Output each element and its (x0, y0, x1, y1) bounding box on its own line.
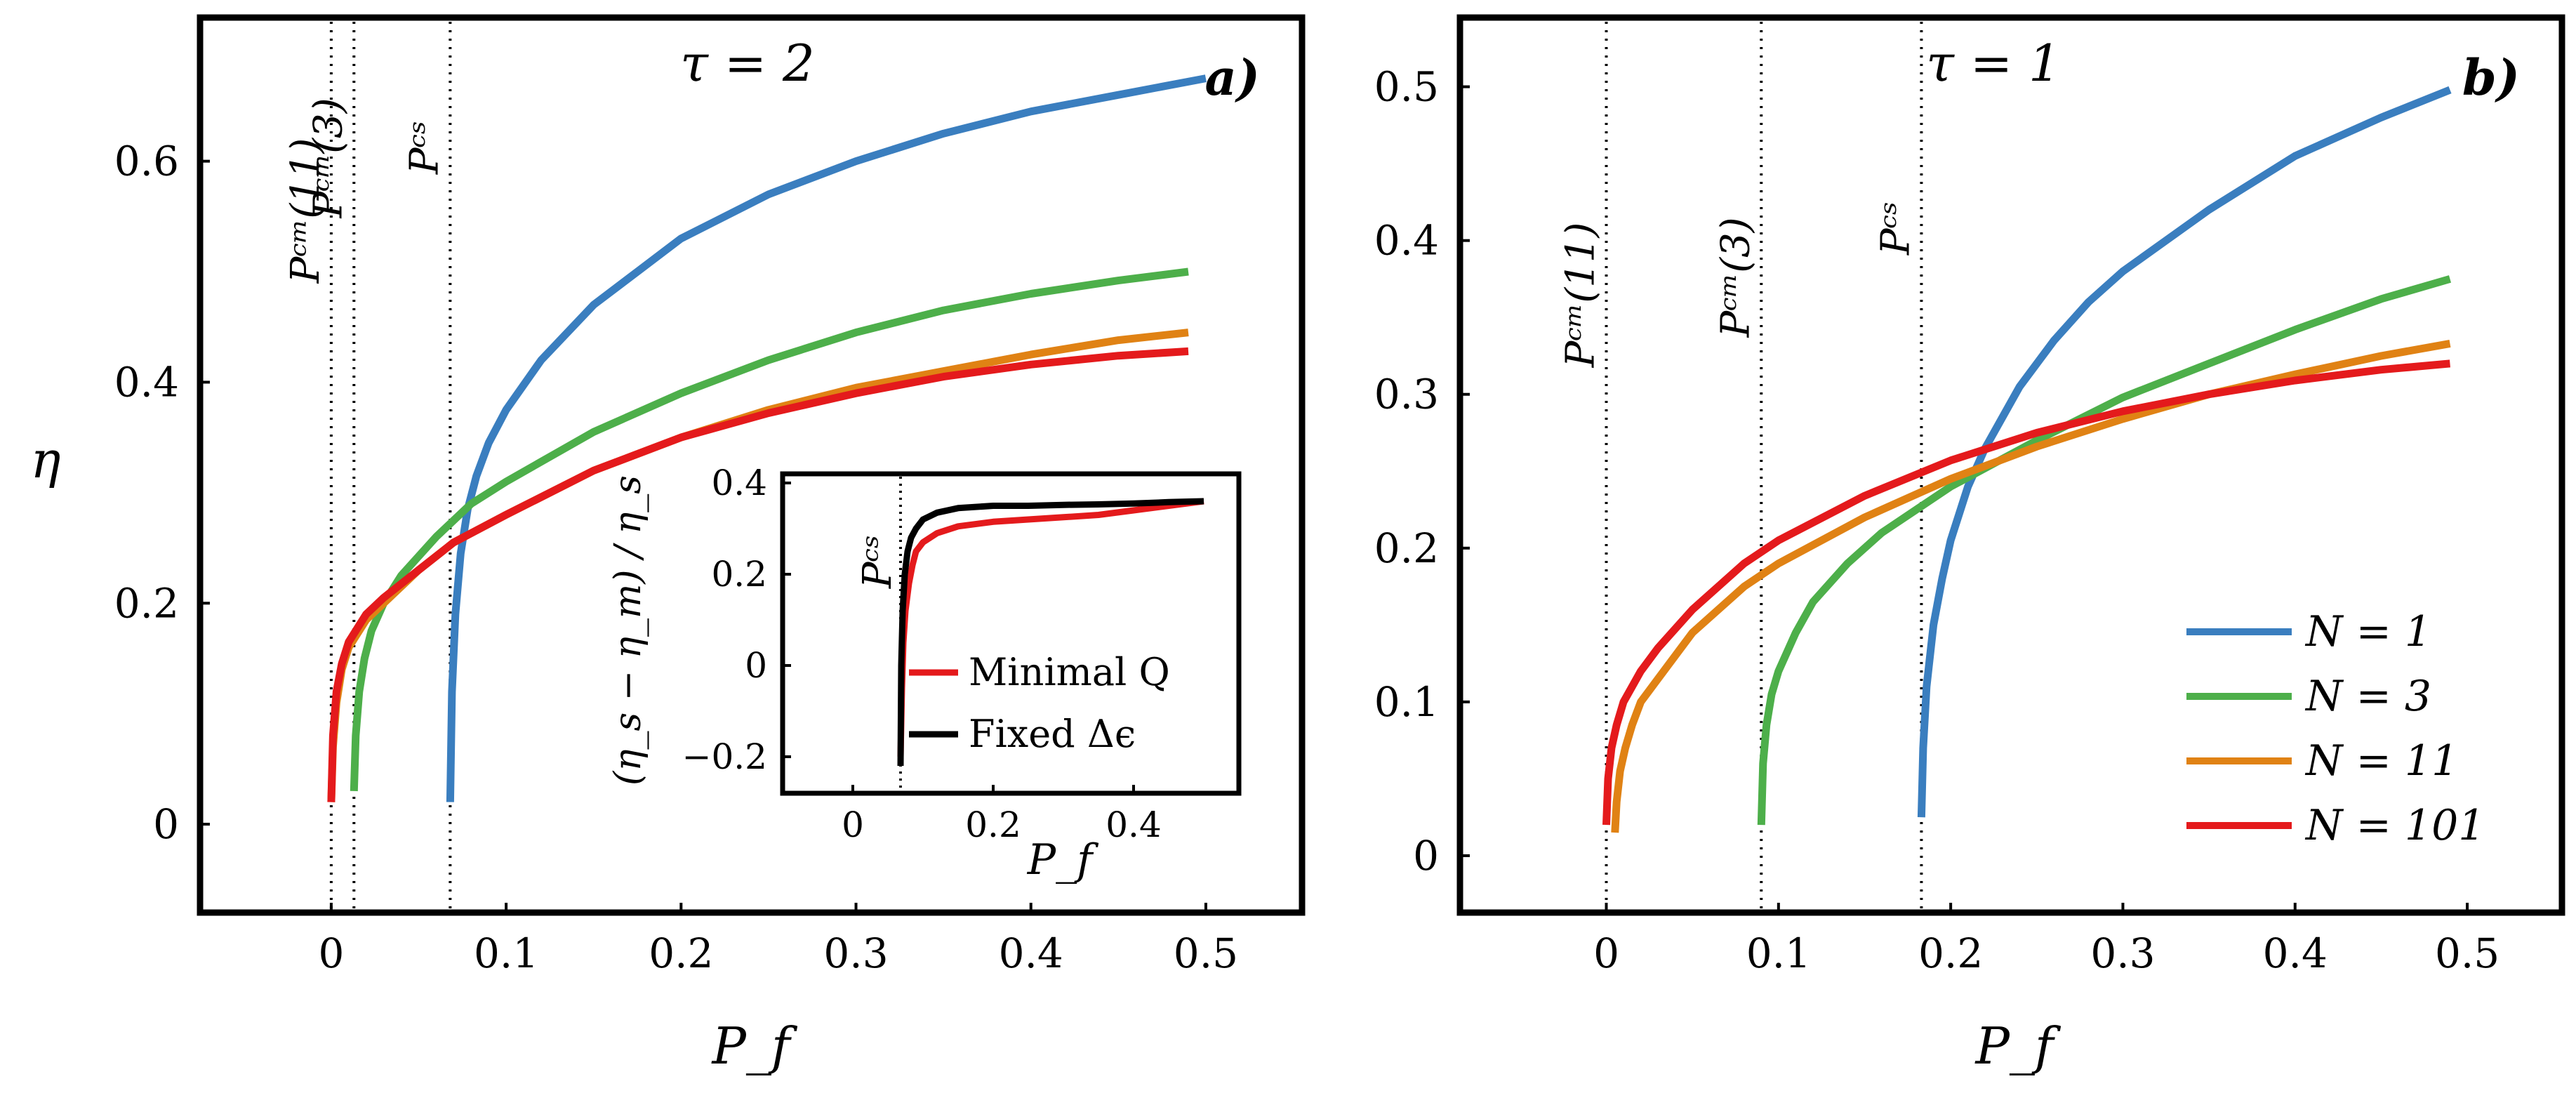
b-xtick-label-4: 0.4 (2263, 929, 2328, 977)
b-series-n-3 (1757, 275, 2452, 826)
a-xtick-label-5: 0.5 (1174, 929, 1238, 977)
b-series-n-1 (1917, 86, 2452, 818)
b-ytick-label-3: 0.3 (1374, 371, 1439, 418)
a-series-n-1 (446, 74, 1207, 802)
inset-ticks: 0 0.2 0.4 −0.2 0 0.2 0.4 (682, 463, 1162, 845)
panel-a-tag: a) (1205, 48, 1260, 107)
b-xtick-label-5: 0.5 (2435, 929, 2499, 977)
panel-a-title: τ = 2 (680, 34, 815, 93)
a-vline-label-0: Pᶜᵐ(11) (283, 138, 328, 284)
b-vline-label-0: Pᶜᵐ(11) (1558, 223, 1604, 369)
a-ytick-label-3: 0.6 (114, 138, 179, 185)
b-ytick-label-2: 0.2 (1374, 524, 1439, 572)
inset-legend-label-fixed: Fixed Δϵ (969, 712, 1136, 756)
inset-ylabel: (η_s − η_m) / η_s (607, 475, 649, 786)
panel-b-legend: N = 1 N = 3 N = 11 N = 101 (2186, 607, 2485, 850)
panel-b-title: τ = 1 (1926, 34, 2061, 93)
inset-series-fixed (897, 498, 1204, 767)
legend-label-n3: N = 3 (2304, 672, 2431, 721)
b-ytick-label-4: 0.4 (1374, 217, 1439, 265)
inset-xlabel: P_f (1027, 835, 1099, 885)
a-xtick-label-2: 0.2 (649, 929, 713, 977)
b-xtick-label-1: 0.1 (1746, 929, 1811, 977)
inset-legend-label-minimal-q: Minimal Q (969, 650, 1170, 694)
a-ytick-label-1: 0.2 (114, 579, 179, 627)
panel-b-ticks: 0 0.1 0.2 0.3 0.4 0.5 0 0.1 0.2 0.3 0.4 0.5 (1374, 63, 2499, 977)
inset-legend: Minimal Q Fixed Δϵ (909, 650, 1170, 756)
b-xtick-label-3: 0.3 (2090, 929, 2155, 977)
a-vline-label-1: Pᶜᵐ(3) (305, 98, 351, 218)
legend-label-n1: N = 1 (2304, 607, 2431, 656)
inset-series (897, 498, 1204, 767)
panel-b-frame (1456, 14, 2565, 916)
panel-b: Pᶜᵐ(11) Pᶜᵐ(3) Pᶜˢ 0 0.1 0.2 0.3 0.4 0.5 0 0.1 0.2… (1374, 14, 2565, 1075)
panel-b-tag: b) (2462, 48, 2520, 107)
inset-ytick-label-2: 0.2 (711, 554, 767, 595)
a-xtick-label-4: 0.4 (999, 929, 1063, 977)
a-ytick-label-2: 0.4 (114, 358, 179, 406)
b-series-n-101 (1602, 359, 2450, 826)
legend-label-n101: N = 101 (2304, 801, 2485, 850)
panel-a: Pᶜᵐ(11)Pᶜᵐ(3) Pᶜˢ 0 0.1 0.2 0.3 0.4 0.5 0 0.2 0.4… (30, 14, 1306, 1075)
panel-a-ylabel: η (30, 430, 60, 489)
inset-xtick-label-1: 0.2 (965, 804, 1021, 845)
panel-b-xlabel: P_f (1974, 1016, 2061, 1075)
legend-label-n11: N = 11 (2304, 736, 2458, 786)
b-xtick-label-0: 0 (1593, 929, 1619, 977)
inset-ytick-label-3: 0.4 (711, 463, 767, 503)
panel-a-vlines: Pᶜᵐ(11)Pᶜᵐ(3) Pᶜˢ (283, 22, 452, 908)
a-ytick-label-0: 0 (153, 800, 179, 848)
b-xtick-label-2: 0.2 (1918, 929, 1983, 977)
b-ytick-label-5: 0.5 (1374, 63, 1439, 111)
inset-ytick-label-0: −0.2 (682, 736, 767, 777)
panel-a-series (327, 74, 1207, 802)
b-vline-label-1: Pᶜᵐ(3) (1713, 217, 1758, 338)
inset-ytick-label-1: 0 (745, 645, 767, 686)
a-xtick-label-1: 0.1 (474, 929, 538, 977)
inset-background (783, 474, 1239, 793)
panel-a-ticks: 0 0.1 0.2 0.3 0.4 0.5 0 0.2 0.4 0.6 (114, 138, 1238, 977)
inset-vline-label: Pᶜˢ (855, 535, 901, 589)
b-vline-label-2: Pᶜˢ (1873, 201, 1918, 256)
panel-a-xlabel: P_f (710, 1016, 797, 1075)
panel-a-frame (197, 14, 1306, 916)
inset-plot: Pᶜˢ 0 0.2 0.4 −0.2 0 0.2 0.4 (η_s − η_m) / η_s… (607, 463, 1242, 885)
inset-frame (780, 471, 1242, 796)
b-ytick-label-1: 0.1 (1374, 678, 1439, 726)
panel-b-series (1602, 86, 2452, 833)
a-series-n-101 (327, 347, 1189, 802)
inset-xtick-label-2: 0.4 (1106, 804, 1162, 845)
b-ytick-label-0: 0 (1413, 832, 1439, 880)
inset-xtick-label-0: 0 (842, 804, 864, 845)
a-xtick-label-3: 0.3 (823, 929, 888, 977)
a-vline-label-2: Pᶜˢ (401, 121, 447, 175)
a-xtick-label-0: 0 (318, 929, 344, 977)
a-series-n-3 (350, 267, 1189, 792)
panel-b-vlines: Pᶜᵐ(11) Pᶜᵐ(3) Pᶜˢ (1558, 22, 1923, 908)
